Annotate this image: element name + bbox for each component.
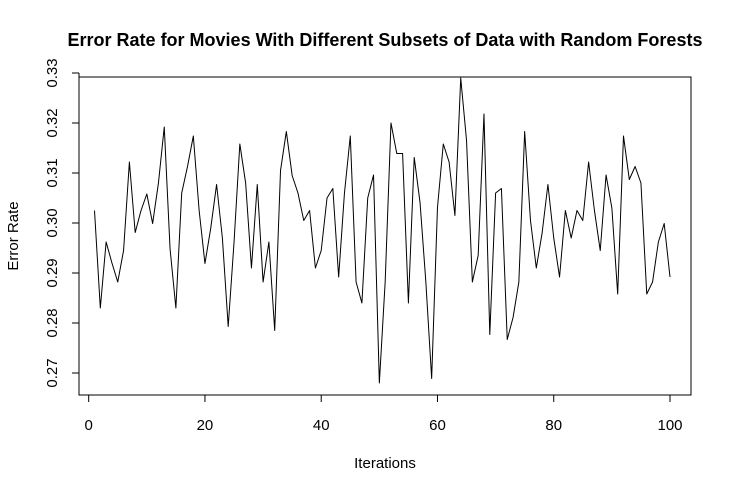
x-tick-label: 100 [657,417,682,434]
y-axis-label: Error Rate [5,201,22,270]
error-rate-line [94,77,671,384]
x-tick-label: 20 [197,417,214,434]
y-tick-label: 0.30 [44,208,61,237]
x-axis: 0 20 40 60 80 100 [85,394,683,434]
x-tick-label: 0 [85,417,93,434]
y-tick-label: 0.29 [44,258,61,287]
x-tick-label: 60 [429,417,446,434]
y-tick-label: 0.33 [44,58,61,87]
x-tick-label: 80 [545,417,562,434]
x-tick-label: 40 [313,417,330,434]
chart-title: Error Rate for Movies With Different Sub… [68,30,703,50]
y-tick-label: 0.32 [44,108,61,137]
y-tick-label: 0.28 [44,308,61,337]
y-axis: 0.27 0.28 0.29 0.30 0.31 0.32 0.33 [44,58,80,388]
y-tick-label: 0.31 [44,158,61,187]
x-axis-label: Iterations [354,455,416,472]
y-tick-label: 0.27 [44,358,61,387]
